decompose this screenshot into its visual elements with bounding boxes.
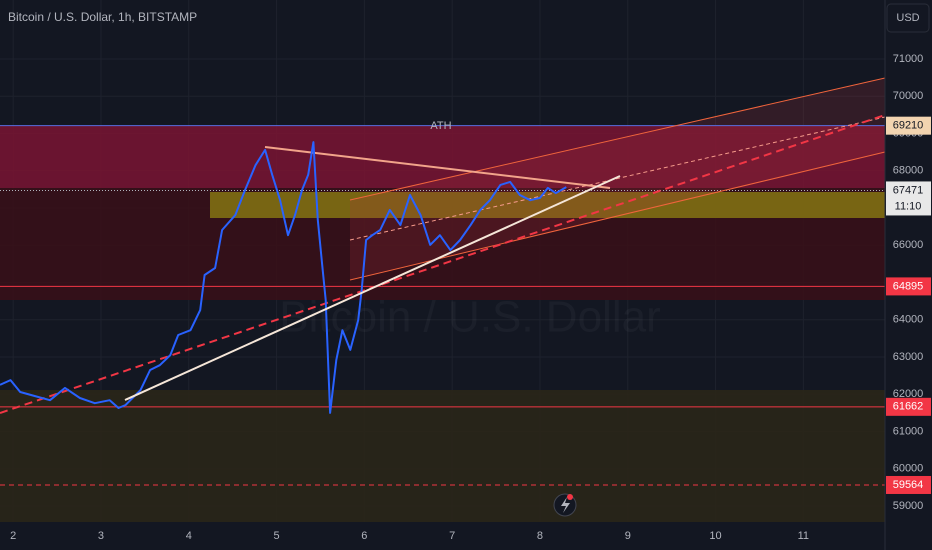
ath-zone (0, 126, 885, 188)
support-zone (0, 390, 885, 522)
y-tick-label: 62000 (893, 388, 924, 400)
price-tag (886, 116, 931, 135)
price-tag-label: 59564 (893, 479, 924, 491)
x-tick-label: 4 (186, 530, 192, 542)
y-tick-label: 59000 (893, 500, 924, 512)
tick-labels: 5900060000610006200063000640006500066000… (10, 53, 931, 542)
channel-mid (349, 116, 886, 241)
y-tick-label: 66000 (893, 239, 924, 251)
x-tick-label: 7 (449, 530, 455, 542)
price-line (0, 141, 567, 414)
x-tick-label: 5 (274, 530, 280, 542)
x-tick-label: 10 (709, 530, 721, 542)
y-tick-label: 60000 (893, 463, 924, 475)
x-tick-label: 6 (361, 530, 367, 542)
price-tag (886, 181, 931, 216)
time-axis (0, 522, 885, 550)
trend-white (124, 175, 621, 401)
price-axis (885, 0, 932, 550)
resistance-line (264, 146, 611, 189)
x-tick-label: 3 (98, 530, 104, 542)
countdown: 11:10 (895, 200, 922, 212)
price-tag-label: 64895 (893, 280, 924, 292)
y-tick-label: 71000 (893, 53, 924, 65)
yellow-box (210, 192, 885, 218)
x-tick-label: 11 (798, 530, 809, 542)
price-tag (886, 475, 931, 494)
y-tick-label: 64000 (893, 314, 924, 326)
price-tag (886, 397, 931, 416)
price-tag (886, 277, 931, 296)
chart-title: Bitcoin / U.S. Dollar, 1h, BITSTAMP (8, 10, 197, 24)
channel-upper (349, 77, 886, 201)
currency-button[interactable] (886, 3, 930, 33)
x-tick-label: 2 (10, 530, 16, 542)
x-tick-label: 8 (537, 530, 543, 542)
price-tag-label: 69210 (893, 120, 924, 132)
price-tag-label: 67471 (893, 184, 924, 196)
y-tick-label: 68000 (893, 165, 924, 177)
y-tick-label: 61000 (893, 425, 924, 437)
annotation: ATH (430, 120, 451, 132)
price-series (0, 141, 567, 414)
x-tick-label: 9 (625, 530, 631, 542)
alert-dot (567, 494, 573, 500)
price-tag-label: 61662 (893, 401, 924, 413)
currency[interactable]: USD (896, 12, 919, 24)
bolt (561, 497, 570, 513)
y-tick-label: 70000 (893, 90, 924, 102)
y-tick-label: 63000 (893, 351, 924, 363)
level-lines (0, 125, 885, 486)
